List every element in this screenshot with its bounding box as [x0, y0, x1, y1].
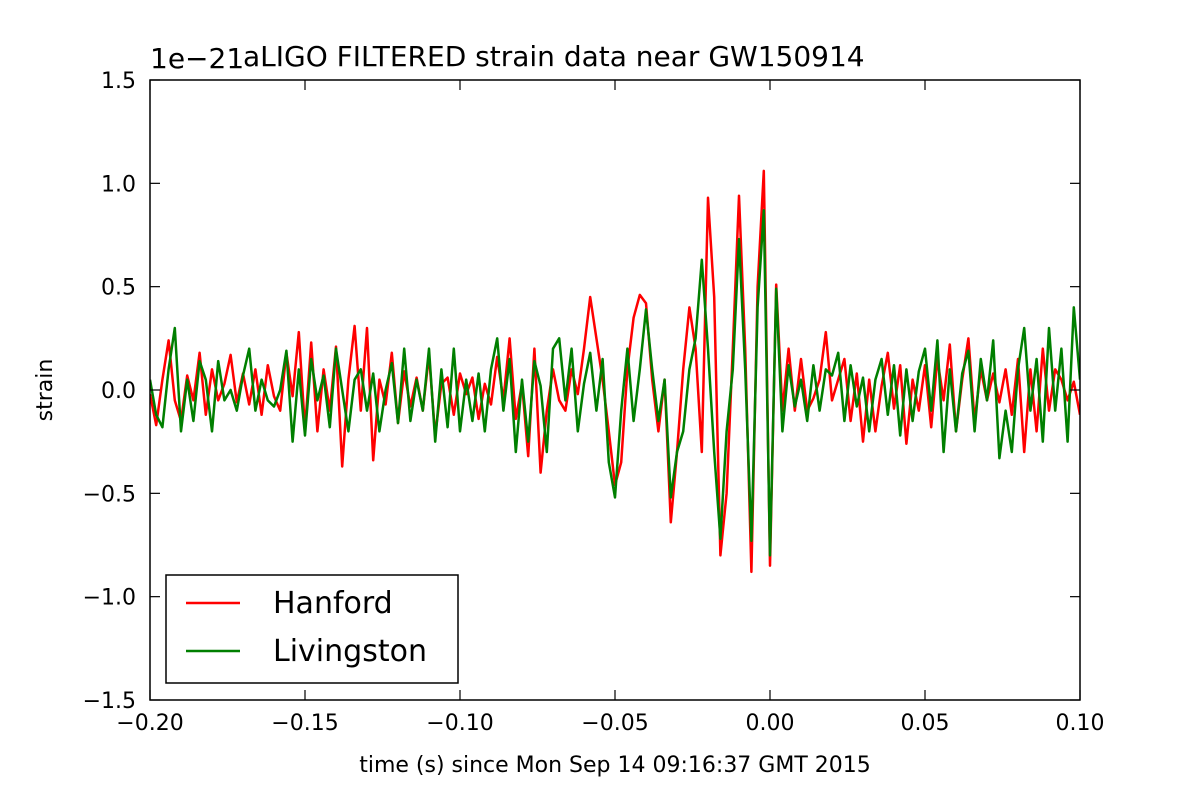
series-line-livingston	[150, 208, 1080, 557]
x-tick-label: 0.10	[1056, 711, 1105, 736]
legend-label-hanford: Hanford	[273, 586, 393, 621]
chart-title: aLIGO FILTERED strain data near GW150914	[243, 40, 865, 73]
y-axis-title: strain	[33, 359, 58, 422]
y-tick-label: 0.5	[101, 276, 136, 301]
y-tick-label: −1.5	[83, 689, 136, 714]
y-tick-label: 1.5	[101, 69, 136, 94]
y-tick-label: −0.5	[83, 482, 136, 507]
x-tick-label: −0.05	[581, 711, 648, 736]
x-tick-label: −0.20	[116, 711, 183, 736]
y-tick-label: −1.0	[83, 586, 136, 611]
plot-frame	[149, 79, 1081, 701]
offset-label: 1e−21	[150, 42, 244, 75]
x-tick-label: 0.00	[746, 711, 795, 736]
legend-box	[165, 574, 459, 684]
x-tick-label: 0.05	[901, 711, 950, 736]
y-tick-label: 0.0	[101, 379, 136, 404]
legend-label-livingston: Livingston	[273, 634, 427, 669]
y-tick-label: 1.0	[101, 172, 136, 197]
legend: Hanford Livingston	[165, 574, 459, 684]
x-axis-title: time (s) since Mon Sep 14 09:16:37 GMT 2…	[359, 753, 871, 778]
x-tick-label: −0.10	[426, 711, 493, 736]
x-tick-label: −0.15	[271, 711, 338, 736]
